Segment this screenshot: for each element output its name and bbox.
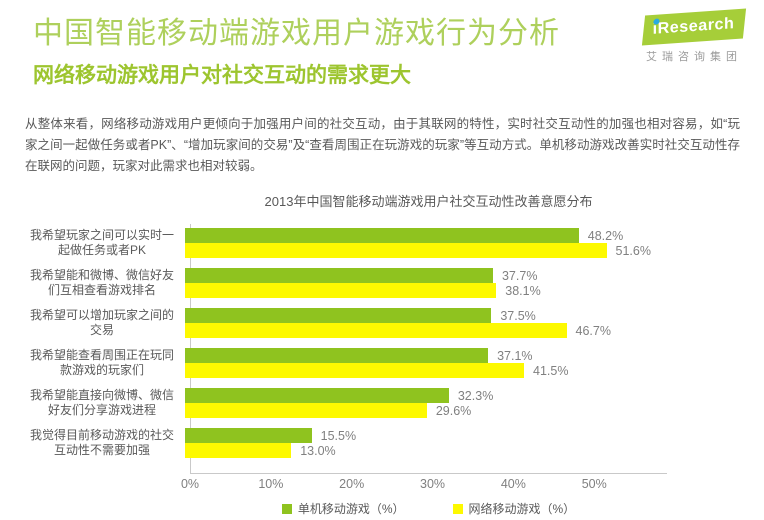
bar-value-label: 29.6%	[435, 403, 472, 418]
bar-group: 37.7% 38.1%	[185, 268, 667, 308]
category-label: 我希望能和微博、微信好友们互相查看游戏排名	[29, 268, 174, 297]
bar-group: 48.2% 51.6%	[185, 228, 667, 268]
bar-group: 37.5% 46.7%	[185, 308, 667, 348]
bar-line: 46.7%	[185, 323, 667, 338]
chart-title: 2013年中国智能移动端游戏用户社交互动性改善意愿分布	[264, 194, 593, 209]
bar-line: 41.5%	[185, 363, 667, 378]
bar-value-label: 32.3%	[457, 388, 494, 403]
bar-line: 38.1%	[185, 283, 667, 298]
x-tick-label: 50%	[581, 477, 607, 491]
iresearch-logo: iResearch 艾瑞咨询集团	[638, 8, 750, 64]
chart-row: 我希望玩家之间可以实时一起做任务或者PK 48.2% 51.6%	[25, 228, 667, 268]
x-tick-label: 20%	[339, 477, 365, 491]
chart-plot-area: 我希望玩家之间可以实时一起做任务或者PK 48.2% 51.6% 我希望能和微博、微信…	[25, 224, 667, 474]
category-label: 我希望玩家之间可以实时一起做任务或者PK	[29, 228, 174, 257]
chart-rows-container: 我希望玩家之间可以实时一起做任务或者PK 48.2% 51.6% 我希望能和微博、微信…	[25, 228, 667, 468]
bar-group: 32.3% 29.6%	[185, 388, 667, 428]
bar-value-label: 41.5%	[533, 363, 569, 378]
bar	[185, 403, 427, 418]
bar	[185, 363, 525, 378]
bar-line: 13.0%	[185, 443, 667, 458]
chart-section: 2013年中国智能移动端游戏用户社交互动性改善意愿分布 我希望玩家之间可以实时一…	[0, 191, 764, 517]
bar	[185, 243, 607, 258]
bar-line: 37.1%	[185, 348, 667, 363]
legend-item: 网络移动游戏（%）	[452, 500, 576, 517]
bar-line: 37.5%	[185, 308, 667, 323]
x-tick-label: 10%	[258, 477, 284, 491]
legend-item: 单机移动游戏（%）	[281, 500, 405, 517]
logo-flag-shape: iResearch	[641, 8, 747, 46]
x-axis-line	[190, 473, 667, 474]
page-subtitle: 网络移动游戏用户对社交互动的需求更大	[33, 64, 411, 87]
chart-row: 我觉得目前移动游戏的社交互动性不需要加强 15.5% 13.0%	[25, 428, 667, 468]
bar-value-label: 38.1%	[505, 283, 541, 298]
bar	[185, 348, 489, 363]
bar	[185, 428, 312, 443]
x-tick-label: 40%	[500, 477, 526, 491]
category-label: 我希望可以增加玩家之间的交易	[29, 308, 174, 337]
bar-value-label: 51.6%	[615, 243, 651, 258]
bar-line: 15.5%	[185, 428, 667, 443]
bar	[185, 443, 292, 458]
report-header: 中国智能移动端游戏用户游戏行为分析 网络移动游戏用户对社交互动的需求更大 iRe…	[0, 0, 764, 89]
chart-row: 我希望可以增加玩家之间的交易 37.5% 46.7%	[25, 308, 667, 348]
bar	[185, 228, 579, 243]
chart-row: 我希望能直接向微博、微信好友们分享游戏进程 32.3% 29.6%	[25, 388, 667, 428]
bar-group: 37.1% 41.5%	[185, 348, 667, 388]
bar-line: 51.6%	[185, 243, 667, 258]
bar-group: 15.5% 13.0%	[185, 428, 667, 468]
page-title: 中国智能移动端游戏用户游戏行为分析	[33, 17, 560, 50]
x-tick-label: 30%	[420, 477, 446, 491]
bar-line: 29.6%	[185, 403, 667, 418]
bar	[185, 268, 493, 283]
bar-value-label: 15.5%	[320, 428, 357, 443]
bar	[185, 388, 449, 403]
bar-value-label: 13.0%	[300, 443, 336, 458]
chart-row: 我希望能和微博、微信好友们互相查看游戏排名 37.7% 38.1%	[25, 268, 667, 308]
bar-value-label: 46.7%	[575, 323, 611, 338]
bar-line: 32.3%	[185, 388, 667, 403]
bar-line: 37.7%	[185, 268, 667, 283]
bar-value-label: 48.2%	[587, 228, 624, 243]
bar-value-label: 37.7%	[501, 268, 538, 283]
legend-swatch-icon	[281, 503, 292, 514]
category-label: 我希望能查看周围正在玩同款游戏的玩家们	[29, 348, 174, 377]
intro-paragraph: 从整体来看，网络移动游戏用户更倾向于加强用户间的社交互动，由于其联网的特性，实时…	[25, 117, 740, 173]
logo-brand-text: iResearch	[652, 15, 735, 38]
chart-legend: 单机移动游戏（%） 网络移动游戏（%）	[190, 500, 667, 517]
logo-caption: 艾瑞咨询集团	[646, 51, 742, 63]
bar	[185, 323, 567, 338]
bar-line: 48.2%	[185, 228, 667, 243]
x-tick-label: 0%	[180, 477, 200, 491]
legend-label: 网络移动游戏（%）	[468, 502, 576, 516]
bar	[185, 283, 497, 298]
legend-swatch-icon	[452, 503, 463, 514]
category-label: 我希望能直接向微博、微信好友们分享游戏进程	[29, 388, 174, 417]
category-label: 我觉得目前移动游戏的社交互动性不需要加强	[29, 428, 174, 457]
legend-label: 单机移动游戏（%）	[297, 502, 405, 516]
bar-value-label: 37.1%	[497, 348, 533, 363]
x-axis-ticks: 0% 10% 20% 30% 40% 50%	[181, 474, 667, 492]
bar	[185, 308, 492, 323]
bar-value-label: 37.5%	[500, 308, 536, 323]
chart-row: 我希望能查看周围正在玩同款游戏的玩家们 37.1% 41.5%	[25, 348, 667, 388]
